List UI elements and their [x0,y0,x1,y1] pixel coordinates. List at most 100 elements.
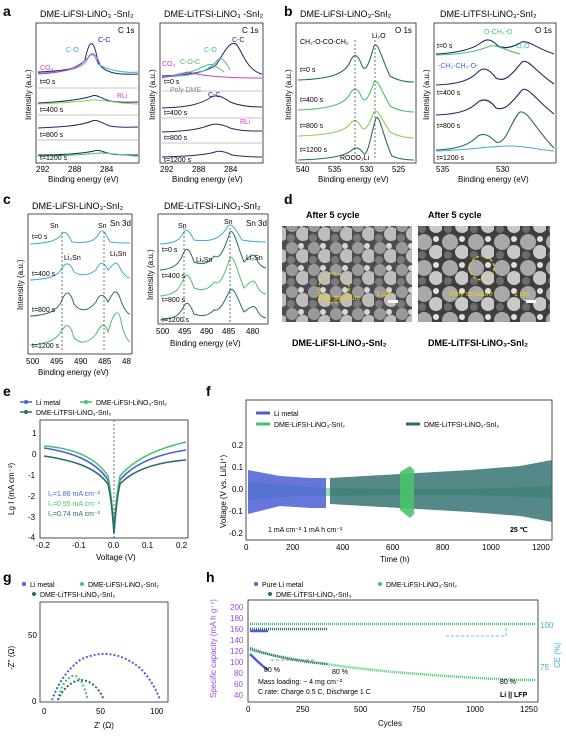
panel-g-letter: g [3,569,12,585]
panel-c-left-xtick-2: 490 [74,357,88,366]
panel-e-legend-0: Li metal [36,400,61,407]
panel-b-left-frame [295,22,417,164]
panel-c-right-time-0: t=0 s [162,247,178,254]
panel-h-ytick-1: 60 [234,680,243,689]
panel-c-right-xtick-2: 490 [200,327,214,336]
panel-h-ytick-7: 180 [230,614,244,623]
panel-a-left-time-0: t=0 s [40,79,56,86]
panel-a-left-ylabel: Intensity (a.u.) [24,69,33,120]
panel-b-right-title: DME-LiTFSI-LiNO₃-SnI₂ [440,9,537,19]
panel-h-ytick-6: 160 [230,625,244,634]
panel-a-left-spectra [37,43,139,157]
panel-e-xlabel: Voltage (V) [96,553,136,562]
panel-h-ytick-2: 80 [234,669,243,678]
panel-a-left-time-3: t=1200 s [40,155,68,162]
panel-e: e Li metal DME-LiFSI-LiNO₃-SnI₂ DME-LiTF… [3,383,189,562]
panel-a-left-label-co3: CO₃ [40,65,54,72]
panel-h-xtick-4: 1000 [466,705,484,714]
panel-g-xlabel: Z' (Ω) [94,721,114,730]
panel-g-legend-marker-2 [32,592,36,596]
panel-a-left-xtick-0: 292 [36,165,50,174]
panel-g-xtick-0: 0 [42,707,47,716]
panel-g: g Li metal DME-LiFSI-LiNO₃-SnI₂ DME-LiTF… [3,569,169,730]
panel-e-ytick-2: -1 [28,471,36,480]
panel-b-left-label-ester: CH₂-O-CO-CH₂ [300,39,349,46]
panel-c-right-spectra [159,224,267,321]
panel-f-trace-litfsi [330,460,552,522]
panel-a-left-label-rli: RLi [117,93,128,100]
panel-a-right-time-0: t=0 s [164,79,180,86]
panel-a-right-xtick-0: 292 [160,165,174,174]
panel-h-arrow-ce [446,628,507,637]
panel-h-legend-marker-1 [378,582,382,586]
panel-a-left-time-1: t=400 s [40,107,64,114]
panel-g-legend-2: DME-LiTFSI-LiNO₃-SnI₂ [40,592,115,599]
panel-a-right-corner: C 1s [242,26,258,35]
panel-b-right-frame [433,22,557,164]
panel-h-pct-1: 80 % [332,669,348,676]
panel-a-right-ylabel: Intensity (a.u.) [148,69,157,120]
panel-a-right-xtick-2: 284 [224,165,238,174]
panel-g-ytick-1: 50 [28,631,37,640]
panel-g-xtick-2: 100 [150,707,164,716]
panel-g-legend-1: DME-LiFSI-LiNO₃-SnI₂ [88,582,159,589]
panel-c-right-time-3: t=1200 s [162,317,190,324]
panel-a-left-xtick-1: 288 [68,165,82,174]
panel-c-left-time-0: t=0 s [32,234,48,241]
panel-c-left-title: DME-LiFSI-LiNO₃-SnI₂ [32,201,124,211]
panel-c-left-label-sn1: Sn [50,223,59,230]
panel-g-legend-marker-0 [22,582,26,586]
panel-a-right-label-coc: C-O-C [180,59,200,66]
panel-b-right-time-0: t=0 s [437,43,453,50]
panel-e-xtick-4: 0.2 [176,541,188,550]
panel-e-current-1: I₀=0.55 mA cm⁻² [48,501,101,508]
panel-g-xtick-1: 50 [96,707,105,716]
panel-b-left-time-3: t=1200 s [300,147,328,154]
panel-a-right-label-rli: RLi [240,119,251,126]
panel-h-mass: Mass loading: ~ 4 mg cm⁻² [258,679,343,686]
panel-d-left-heading: After 5 cycle [306,210,360,220]
panel-b-letter: b [284,3,293,19]
panel-b-left-time-1: t=400 s [300,97,324,104]
panel-f-xtick-4: 800 [436,543,450,552]
panel-a: a DME-LiFSI-LiNO₃ -SnI₂ DME-LiTFSI-LiNO₃… [3,3,264,184]
panel-b-left-xtick-1: 535 [328,165,342,174]
panel-d-letter: d [284,191,293,207]
panel-h-ylabel: Specific capacity (mA h g⁻¹) [209,599,218,698]
panel-c-left-xtick-1: 495 [50,357,64,366]
panel-f-ytick-4: -0.2 [229,529,243,538]
panel-c-right-xlabel: Binding energy (eV) [170,339,241,348]
panel-b-left-time-2: t=800 s [300,123,324,130]
panel-d-left-scale-label: 1 μm [376,291,392,298]
panel-a-right-label-polydme: Poly DME [170,87,201,94]
panel-a-right-xtick-1: 288 [192,165,206,174]
panel-a-right-spectra [161,42,263,158]
panel-h-ytick-3: 100 [230,658,244,667]
panel-b-left-time-0: t=0 s [300,67,316,74]
panel-h-pct-0: 80 % [264,667,280,674]
panel-g-ytick-0: 0 [32,697,37,706]
panel-f-trace-li [248,470,326,514]
panel-b-right-xlabel: Binding energy (eV) [458,175,529,184]
panel-e-ylabel: Lg I (mA cm⁻²) [7,462,16,515]
panel-d: d After 5 cycle After 5 cycle Poly stru [282,191,550,348]
panel-a-letter: a [3,3,11,19]
panel-h-y2tick-0: 75 [540,663,549,672]
panel-e-xtick-3: 0.1 [142,541,154,550]
panel-e-curves [43,441,187,535]
panel-a-left-title: DME-LiFSI-LiNO₃ -SnI₂ [40,9,134,19]
panel-c-left-time-3: t=1200 s [32,343,60,350]
panel-e-xtick-0: -0.2 [36,541,50,550]
panel-b: b DME-LiFSI-LiNO₃-SnI₂ DME-LiTFSI-LiNO₃-… [284,3,557,184]
panel-b-right-time-3: t=1200 s [437,155,465,162]
panel-a-left-label-cc: C-C [98,37,110,44]
panel-b-right-xtick-0: 535 [436,165,450,174]
panel-c-left-ylabel: Intensity (a.u.) [16,259,25,310]
panel-e-ytick-4: -3 [28,513,36,522]
panel-f-xtick-6: 1200 [532,543,550,552]
panel-h-xtick-1: 250 [296,705,310,714]
panel-d-right-sem-image [418,226,550,322]
panel-f-xlabel: Time (h) [380,555,410,564]
panel-e-ytick-0: 1 [32,429,37,438]
